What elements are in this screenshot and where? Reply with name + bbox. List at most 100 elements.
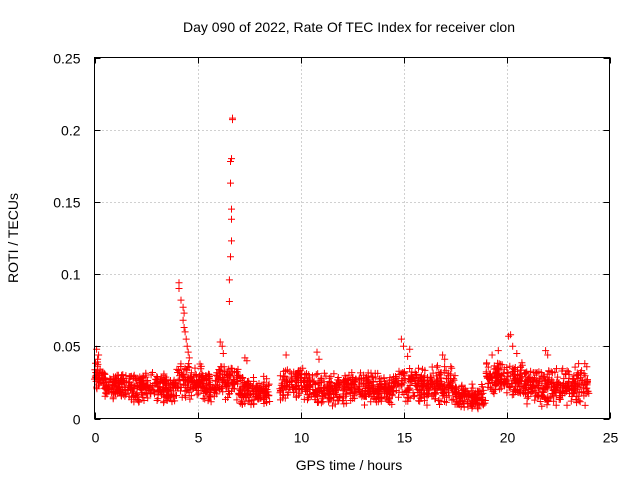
data-point (543, 377, 551, 385)
data-point (535, 368, 543, 376)
data-point (317, 399, 325, 407)
data-point (481, 397, 489, 404)
data-point-peak (227, 253, 234, 261)
grid-lines (94, 57, 610, 419)
data-point (484, 383, 492, 391)
data-point (348, 369, 356, 377)
data-point (367, 369, 375, 377)
data-point (325, 394, 333, 402)
data-point (421, 366, 429, 374)
data-point (384, 389, 391, 397)
data-point-peak (575, 360, 583, 368)
data-point (410, 393, 418, 401)
data-point-peak (228, 237, 235, 245)
data-point (216, 374, 224, 382)
data-point (581, 372, 589, 380)
data-point (415, 364, 422, 372)
data-point (167, 391, 175, 399)
data-point (266, 398, 274, 405)
data-point (392, 379, 400, 387)
data-point (233, 396, 241, 404)
data-point (378, 393, 386, 401)
data-point (281, 373, 289, 381)
data-point (334, 374, 342, 381)
data-point (203, 388, 211, 396)
data-point (216, 386, 224, 394)
data-point-peak (400, 342, 407, 350)
data-point (433, 386, 441, 394)
data-point (401, 368, 408, 376)
data-point (528, 384, 536, 392)
data-point-peak (542, 347, 550, 355)
y-tick-label: 0.1 (61, 267, 81, 283)
plot-frame (94, 57, 610, 419)
data-point-peak (184, 348, 192, 356)
data-point (522, 370, 530, 378)
data-point (342, 392, 350, 400)
data-point (503, 373, 511, 381)
data-point (541, 395, 549, 403)
data-point (314, 379, 322, 387)
data-point (379, 385, 387, 393)
data-point (141, 388, 149, 396)
data-point (211, 377, 219, 385)
data-point (390, 387, 397, 395)
data-point (357, 375, 365, 383)
data-point (288, 378, 296, 385)
data-point (446, 382, 454, 390)
data-point (135, 383, 143, 391)
data-point (453, 400, 461, 408)
data-point (215, 370, 223, 378)
data-point (199, 372, 207, 379)
data-point (175, 367, 183, 374)
data-point (153, 397, 161, 404)
data-point (228, 379, 236, 387)
data-point (196, 360, 204, 368)
data-point (178, 370, 185, 378)
data-point (206, 378, 213, 386)
data-point (534, 393, 542, 401)
data-point (563, 401, 571, 409)
data-point (562, 371, 570, 378)
data-point (551, 388, 559, 396)
data-point (488, 385, 496, 393)
data-point (474, 399, 482, 407)
data-point (400, 375, 408, 382)
data-point (204, 397, 212, 405)
x-tick-label: 5 (195, 430, 203, 446)
data-point (388, 400, 396, 408)
data-point (140, 397, 148, 404)
data-point (385, 378, 393, 386)
data-point (290, 388, 298, 396)
data-point (200, 384, 208, 392)
data-point (361, 401, 368, 409)
data-point (95, 375, 103, 383)
data-point (324, 380, 332, 388)
data-point (128, 381, 136, 389)
data-point (190, 377, 198, 385)
data-point (369, 378, 377, 386)
data-point (545, 367, 553, 375)
data-point (578, 389, 586, 396)
data-point (374, 387, 382, 394)
data-point (292, 376, 300, 384)
data-point (317, 384, 325, 392)
data-point (553, 365, 560, 373)
data-point (554, 373, 562, 381)
data-point (581, 401, 589, 409)
data-point (132, 377, 140, 385)
data-point (160, 370, 168, 378)
data-point (547, 380, 555, 388)
data-point-peak (181, 328, 189, 336)
data-point-peak (185, 354, 193, 362)
data-point (551, 382, 559, 390)
data-point (330, 370, 338, 378)
data-point (260, 382, 268, 390)
data-point (205, 373, 213, 381)
data-point (120, 377, 128, 385)
data-point (276, 372, 284, 380)
data-point (320, 378, 328, 386)
x-tick-label: 10 (294, 430, 310, 446)
data-point (494, 378, 502, 385)
